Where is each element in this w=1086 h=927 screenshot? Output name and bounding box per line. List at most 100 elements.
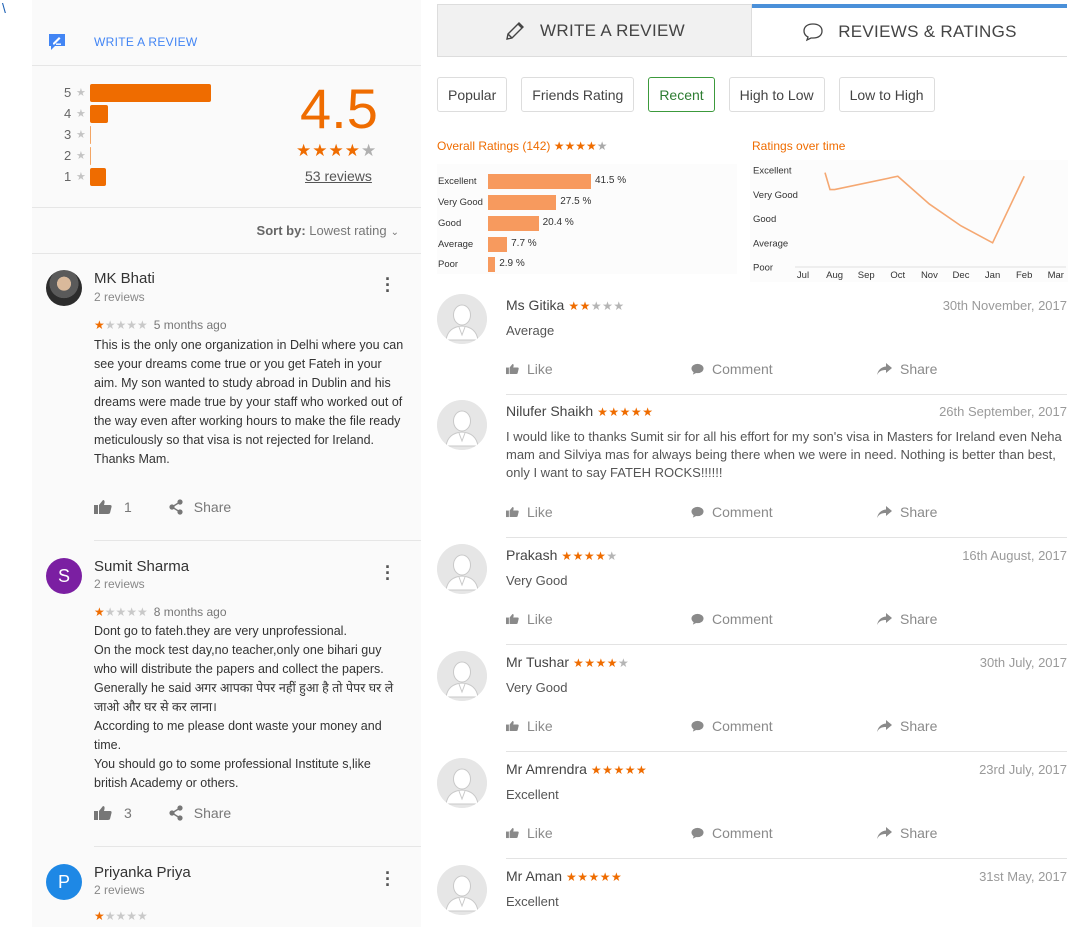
sort-dropdown[interactable]: Sort by: Lowest rating ⌄	[257, 223, 399, 238]
review-rating: ★★★★★	[94, 909, 148, 923]
feed-reviewer: Nilufer Shaikh ★★★★★	[506, 403, 653, 419]
comment-button[interactable]: Comment	[691, 504, 773, 520]
overall-chart-category: Very Good	[438, 197, 483, 208]
like-button[interactable]: Like	[506, 718, 553, 734]
feed-rating-empty-stars: ★	[606, 549, 618, 563]
histogram-star-count: 5	[64, 85, 72, 100]
feed-rating-stars: ★★★★	[561, 549, 607, 563]
feed-reviewer-name[interactable]: Nilufer Shaikh	[506, 403, 594, 419]
ratings-trend-line	[824, 172, 1025, 244]
share-button[interactable]: Share	[877, 825, 937, 841]
overall-chart-value-label: 41.5 %	[595, 175, 627, 186]
share-button-label: Share	[900, 718, 938, 734]
more-options-icon[interactable]: · · ·	[385, 863, 391, 895]
feed-rating-stars: ★★	[568, 299, 591, 313]
divider	[32, 207, 421, 208]
tab-reviews-ratings[interactable]: REVIEWS & RATINGS	[752, 4, 1067, 56]
share-button[interactable]: Share	[877, 611, 937, 627]
y-tick-label: Average	[753, 238, 788, 249]
feed-rating-stars: ★★★★	[573, 656, 619, 670]
share-button-label: Share	[900, 361, 938, 377]
feed-reviewer: Prakash ★★★★★	[506, 547, 618, 563]
share-button[interactable]: Share	[193, 805, 232, 821]
feed-review-text: Average	[506, 323, 555, 338]
comment-button-label: Comment	[712, 504, 773, 520]
more-options-icon[interactable]: · · ·	[385, 557, 391, 589]
share-button[interactable]: Share	[877, 504, 937, 520]
speech-bubble-icon	[803, 23, 823, 42]
filter-recent[interactable]: Recent	[648, 77, 715, 112]
avatar[interactable]: P	[46, 864, 82, 900]
reviewer-name[interactable]: Priyanka Priya	[94, 864, 191, 881]
more-options-icon[interactable]: · · ·	[385, 269, 391, 301]
share-icon[interactable]	[168, 805, 184, 821]
divider	[94, 540, 421, 541]
avatar[interactable]	[46, 270, 82, 306]
like-button-label: Like	[527, 825, 553, 841]
share-button[interactable]: Share	[877, 361, 937, 377]
user-avatar-icon[interactable]	[437, 865, 487, 915]
feed-reviewer-name[interactable]: Ms Gitika	[506, 297, 565, 313]
overall-chart-bar	[488, 257, 496, 272]
feed-divider	[506, 751, 1067, 752]
share-button[interactable]: Share	[877, 718, 937, 734]
like-button[interactable]: Like	[506, 504, 553, 520]
like-button[interactable]: Like	[506, 611, 553, 627]
feed-review-text: I would like to thanks Sumit sir for all…	[506, 429, 1062, 480]
comment-button[interactable]: Comment	[691, 718, 773, 734]
average-stars: ★★★★★	[296, 141, 378, 160]
star-icon: ★	[76, 87, 86, 99]
write-review-icon[interactable]	[47, 32, 67, 52]
overall-chart-bar	[488, 174, 591, 189]
like-button[interactable]: Like	[506, 361, 553, 377]
sort-label: Sort by:	[256, 223, 306, 238]
user-avatar-icon[interactable]	[437, 758, 487, 808]
comment-button[interactable]: Comment	[691, 611, 773, 627]
histogram-bar	[90, 125, 91, 144]
write-review-link[interactable]: WRITE A REVIEW	[94, 35, 198, 49]
feed-divider	[506, 394, 1067, 395]
filter-friends-rating[interactable]: Friends Rating	[521, 77, 635, 112]
feed-reviewer-name[interactable]: Mr Tushar	[506, 654, 570, 670]
feed-reviewer-name[interactable]: Mr Amrendra	[506, 761, 587, 777]
feed-reviewer-name[interactable]: Mr Aman	[506, 868, 563, 884]
comment-button[interactable]: Comment	[691, 361, 773, 377]
share-icon[interactable]	[168, 499, 184, 515]
user-avatar-icon[interactable]	[437, 294, 487, 344]
star-icon: ★	[76, 150, 86, 162]
user-avatar-icon[interactable]	[437, 651, 487, 701]
google-reviews-panel: WRITE A REVIEW 5 ★ 4 ★ 3 ★ 2 ★ 1 ★ 4.5 ★★★★★ 53 r…	[32, 0, 421, 927]
comment-button[interactable]: Comment	[691, 825, 773, 841]
feed-divider	[506, 537, 1067, 538]
share-button[interactable]: Share	[193, 499, 232, 515]
filter-high-to-low[interactable]: High to Low	[728, 77, 825, 112]
tab-write-review[interactable]: WRITE A REVIEW	[437, 4, 752, 56]
like-button[interactable]: Like	[506, 825, 553, 841]
review-rating: ★★★★★ 8 months ago	[94, 605, 227, 619]
avatar[interactable]: S	[46, 558, 82, 594]
histogram-row: 5 ★	[64, 82, 211, 103]
feed-reviewer: Mr Tushar ★★★★★	[506, 654, 629, 670]
overall-ratings-label: Overall Ratings (142)	[437, 139, 551, 153]
overall-ratings-title: Overall Ratings (142) ★★★★★	[437, 139, 608, 153]
x-tick-label: Jul	[797, 270, 809, 281]
user-avatar-icon[interactable]	[437, 544, 487, 594]
thumbs-up-icon[interactable]	[94, 806, 112, 820]
thumbs-up-icon	[506, 613, 523, 625]
thumbs-up-icon[interactable]	[94, 500, 112, 514]
reviews-count-link[interactable]: 53 reviews	[305, 168, 372, 184]
overall-chart-category: Poor	[438, 259, 459, 270]
reviewer-name[interactable]: Sumit Sharma	[94, 558, 190, 575]
overall-stars: ★★★★	[553, 139, 597, 153]
feed-reviewer-name[interactable]: Prakash	[506, 547, 558, 563]
histogram-row: 3 ★	[64, 124, 211, 145]
like-button-label: Like	[527, 504, 553, 520]
user-avatar-icon[interactable]	[437, 400, 487, 450]
overall-chart-bar	[488, 195, 557, 210]
overall-chart-category: Excellent	[438, 176, 477, 187]
thumbs-up-icon	[506, 827, 523, 839]
reviewer-review-count: 2 reviews	[94, 290, 145, 304]
filter-popular[interactable]: Popular	[437, 77, 508, 112]
filter-low-to-high[interactable]: Low to High	[838, 77, 935, 112]
reviewer-name[interactable]: MK Bhati	[94, 270, 155, 287]
